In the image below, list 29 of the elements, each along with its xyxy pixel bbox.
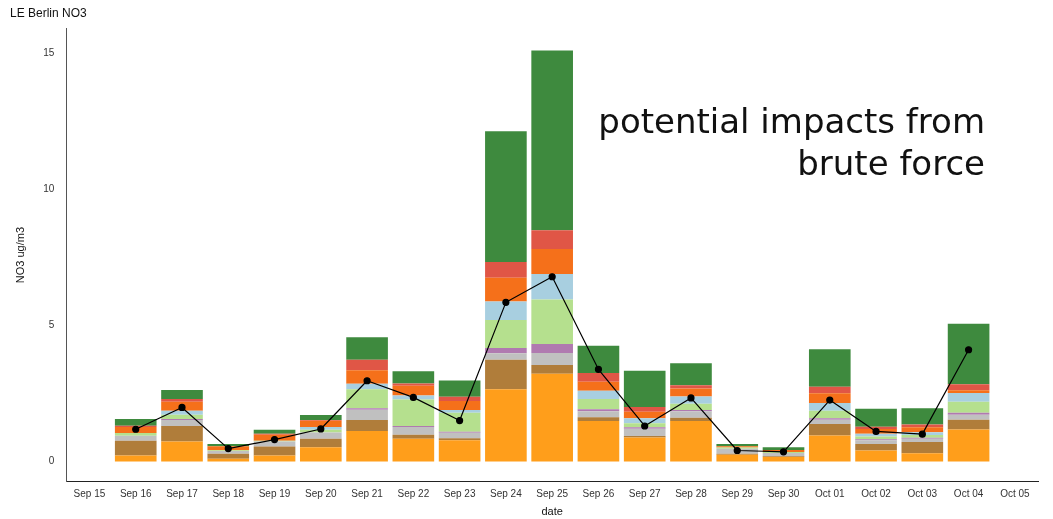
y-tick-label: 10 bbox=[43, 182, 55, 194]
x-tick-label: Sep 26 bbox=[582, 487, 615, 499]
annotation: potential impacts from brute force bbox=[598, 100, 985, 184]
y-axis-title: NO3 ug/m3 bbox=[13, 226, 26, 284]
y-tick-label: 15 bbox=[43, 46, 55, 58]
x-tick-label: Oct 03 bbox=[907, 487, 938, 499]
x-tick-label: Oct 04 bbox=[953, 487, 984, 499]
x-tick-label: Sep 16 bbox=[119, 487, 153, 499]
x-tick-label: Sep 30 bbox=[767, 487, 800, 499]
x-tick-label: Sep 28 bbox=[675, 487, 708, 499]
y-tick-label: 0 bbox=[48, 455, 55, 467]
x-tick-label: Sep 24 bbox=[490, 487, 523, 499]
x-tick-label: Sep 22 bbox=[397, 487, 430, 499]
x-tick-label: Oct 02 bbox=[861, 487, 892, 499]
y-tick-label: 5 bbox=[48, 318, 55, 330]
x-tick-label: Sep 18 bbox=[212, 487, 245, 499]
x-tick-label: Sep 17 bbox=[166, 487, 199, 499]
x-tick-label: Oct 01 bbox=[815, 487, 845, 499]
x-tick-label: Sep 21 bbox=[351, 487, 384, 499]
x-tick-label: Sep 27 bbox=[628, 487, 661, 499]
chart-title: LE Berlin NO3 bbox=[10, 5, 88, 20]
x-tick-label: Sep 20 bbox=[304, 487, 338, 499]
x-tick-label: Oct 05 bbox=[1000, 487, 1031, 499]
x-tick-label: Sep 19 bbox=[258, 487, 291, 499]
x-axis-title: date bbox=[541, 505, 563, 518]
x-tick-label: Sep 29 bbox=[721, 487, 754, 499]
x-tick-label: Sep 15 bbox=[73, 487, 106, 499]
x-tick-label: Sep 23 bbox=[443, 487, 476, 499]
x-tick-label: Sep 25 bbox=[536, 487, 569, 499]
